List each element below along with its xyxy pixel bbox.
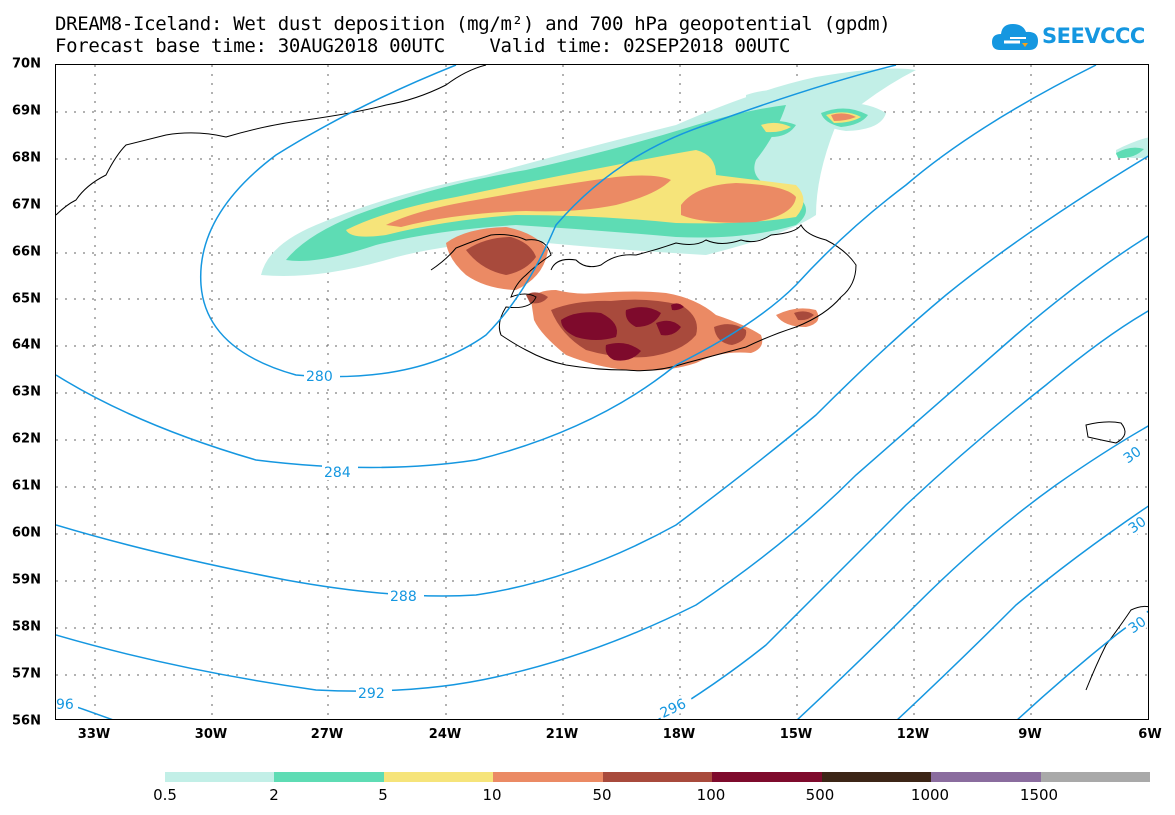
colorbar-segment bbox=[1040, 772, 1150, 782]
colorbar-segment bbox=[274, 772, 384, 782]
latitude-label: 69N bbox=[12, 103, 41, 119]
latitude-label: 56N bbox=[12, 713, 41, 729]
contour-label: 284 bbox=[324, 465, 351, 481]
contour-label: 30 bbox=[1126, 514, 1149, 537]
latitude-label: 60N bbox=[12, 525, 41, 541]
contour-304 bbox=[897, 505, 1148, 719]
latitude-label: 67N bbox=[12, 197, 41, 213]
latitude-label: 59N bbox=[12, 572, 41, 588]
colorbar bbox=[165, 772, 1150, 782]
map-title: DREAM8-Iceland: Wet dust deposition (mg/… bbox=[55, 13, 891, 35]
contour-280 bbox=[199, 65, 897, 378]
latitude-label: 64N bbox=[12, 337, 41, 353]
dust-band-10 bbox=[831, 113, 856, 121]
contour-300 bbox=[797, 425, 1148, 719]
colorbar-segment bbox=[165, 772, 275, 782]
dust-band-5 bbox=[761, 122, 791, 133]
latitude-label: 58N bbox=[12, 619, 41, 635]
longitude-label: 12W bbox=[896, 727, 930, 742]
longitude-label: 18W bbox=[662, 727, 696, 742]
faroe-coast bbox=[1085, 421, 1126, 444]
colorbar-segment bbox=[821, 772, 932, 782]
greenland-coast bbox=[56, 65, 487, 216]
map-canvas: 280 284 288 292 296 96 30 30 30 bbox=[56, 65, 1149, 719]
dust-band-50 bbox=[794, 311, 814, 321]
longitude-label: 21W bbox=[545, 727, 579, 742]
cloud-icon bbox=[992, 24, 1038, 50]
contour-296 bbox=[657, 310, 1148, 719]
dust-deposition-field bbox=[261, 68, 1148, 371]
dust-band-100 bbox=[561, 312, 617, 340]
latitude-label: 63N bbox=[12, 384, 41, 400]
longitude-label: 30W bbox=[194, 727, 228, 742]
longitude-label: 9W bbox=[1018, 727, 1042, 742]
longitude-label: 27W bbox=[310, 727, 344, 742]
colorbar-label: 100 bbox=[696, 786, 726, 804]
colorbar-label: 5 bbox=[378, 786, 388, 804]
seevccc-logo: SEEVCCC bbox=[990, 16, 1145, 58]
latitude-label: 65N bbox=[12, 291, 41, 306]
contour-label: 288 bbox=[390, 589, 417, 605]
latitude-label: 62N bbox=[12, 431, 41, 447]
colorbar-segment bbox=[493, 772, 603, 782]
longitude-label: 6W bbox=[1138, 727, 1162, 742]
colorbar-label: 50 bbox=[592, 786, 612, 804]
colorbar-label: 1000 bbox=[910, 786, 950, 804]
dust-band-100 bbox=[605, 343, 641, 361]
colorbar-label: 2 bbox=[269, 786, 279, 804]
contour-labels: 280 284 288 292 296 96 30 30 30 bbox=[56, 368, 1149, 719]
colorbar-segment bbox=[602, 772, 713, 782]
contour-284 bbox=[56, 65, 1097, 469]
dust-band-50 bbox=[466, 237, 536, 275]
dust-band-100 bbox=[671, 303, 684, 311]
longitude-label: 15W bbox=[779, 727, 813, 742]
dust-band-100 bbox=[625, 307, 661, 327]
dust-band-100 bbox=[656, 320, 681, 336]
colorbar-segment bbox=[712, 772, 822, 782]
longitude-label: 33W bbox=[77, 727, 111, 742]
contour-label: 96 bbox=[56, 697, 74, 713]
colorbar-label: 1500 bbox=[1019, 786, 1059, 804]
colorbar-segment bbox=[931, 772, 1041, 782]
latitude-label: 68N bbox=[12, 150, 41, 166]
latitude-label: 61N bbox=[12, 478, 41, 494]
dust-band-10 bbox=[386, 175, 671, 227]
colorbar-segment bbox=[383, 772, 494, 782]
contour-292 bbox=[56, 235, 1148, 692]
map-panel: 280 284 288 292 296 96 30 30 30 bbox=[55, 64, 1149, 720]
colorbar-label: 500 bbox=[805, 786, 835, 804]
colorbar-label: 10 bbox=[482, 786, 502, 804]
scotland-coast bbox=[1085, 605, 1148, 691]
latitude-label: 70N bbox=[12, 56, 41, 72]
contour-label: 292 bbox=[358, 686, 385, 702]
dust-band-10 bbox=[681, 183, 796, 223]
longitude-label: 24W bbox=[428, 727, 462, 742]
latitude-label: 66N bbox=[12, 244, 41, 260]
dust-band-2 bbox=[1116, 147, 1144, 159]
logo-text: SEEVCCC bbox=[1042, 24, 1145, 48]
latitude-label: 57N bbox=[12, 666, 41, 682]
contour-288 bbox=[56, 155, 1148, 597]
geopotential-contours bbox=[56, 65, 1148, 719]
contour-label: 280 bbox=[306, 369, 333, 385]
colorbar-label: 0.5 bbox=[153, 786, 177, 804]
map-subtitle: Forecast base time: 30AUG2018 00UTC Vali… bbox=[55, 35, 791, 57]
contour-label: 30 bbox=[1126, 614, 1149, 637]
